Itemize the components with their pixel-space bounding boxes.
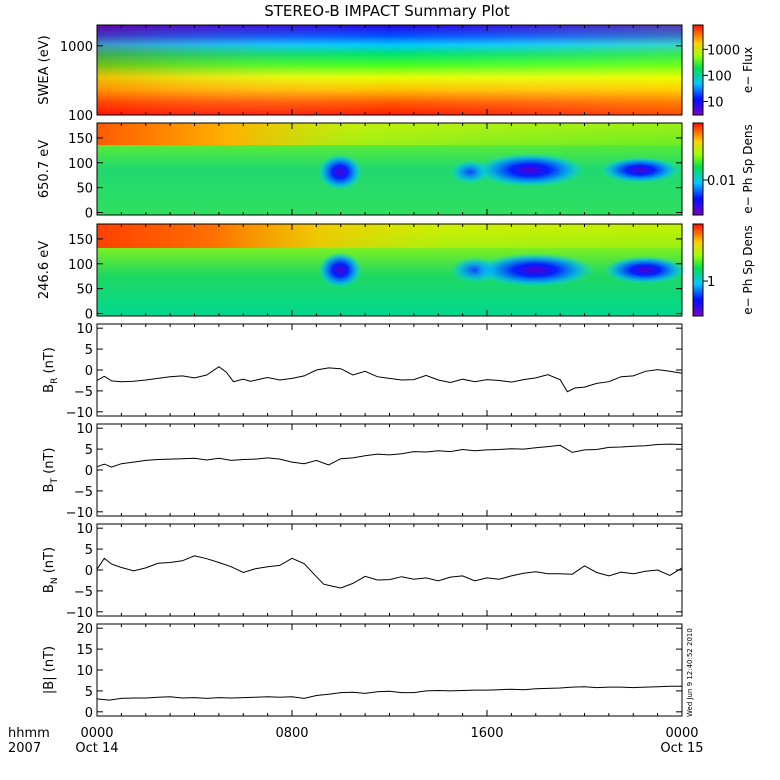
pad-650-dropout-4 xyxy=(600,157,680,183)
cbar0-label: e− Flux xyxy=(741,47,755,93)
line0-ytick-label-0: −10 xyxy=(66,406,93,421)
spec2-ytick-label-3: 150 xyxy=(68,233,93,248)
line0-ylabel-group: BR (nT) xyxy=(42,347,60,393)
line-panel-frame-0 xyxy=(96,323,683,417)
pad-650-dropout-1 xyxy=(318,154,362,190)
line2-ylabel-group: BN (nT) xyxy=(42,547,60,593)
cbar1-label: e− Ph Sp Dens xyxy=(741,124,755,213)
spec1-ytick-label-2: 100 xyxy=(68,157,93,172)
spec2-ytick-label-1: 50 xyxy=(76,283,93,298)
cbar2-label: e− Ph Sp Dens xyxy=(741,225,755,314)
spec2-ytick-label-2: 100 xyxy=(68,258,93,273)
line2-ylabel-unit: (nT) xyxy=(42,547,57,577)
line3-ylabel-group: |B| (nT) xyxy=(42,646,57,694)
line3-ytick-label-3: 15 xyxy=(76,643,93,658)
time-sublabel-0: Oct 14 xyxy=(75,741,118,756)
line2-ylabel-main: B xyxy=(42,584,57,593)
line1-ytick-label-1: −5 xyxy=(74,485,93,500)
line0-ytick-label-3: 5 xyxy=(85,343,93,358)
spec0-ytick-label-0: 100 xyxy=(68,109,93,124)
pad-246-dropout-4 xyxy=(603,256,687,284)
line3-ytick-label-1: 5 xyxy=(85,685,93,700)
line3-ylabel-unit: (nT) xyxy=(42,646,57,676)
time-label-1: 0800 xyxy=(275,726,308,741)
spec2-ytick-label-0: 0 xyxy=(85,308,93,323)
line1-ylabel: BT (nT) xyxy=(42,448,60,493)
line-panel-frame-2 xyxy=(96,523,683,617)
cbar2-tick-label-0: 1 xyxy=(707,275,715,290)
line0-ylabel-unit: (nT) xyxy=(42,347,57,377)
pad-650-dropout-3 xyxy=(475,153,585,187)
time-label-3: 0000 xyxy=(665,726,698,741)
pad-650-spectrogram-top-band xyxy=(97,123,682,145)
plot-title: STEREO-B IMPACT Summary Plot xyxy=(264,2,510,20)
spec1-ylabel: 650.7 eV xyxy=(37,140,52,198)
cbar0-tick-label-2: 1000 xyxy=(707,43,740,58)
line2-ytick-label-0: −10 xyxy=(66,606,93,621)
colorbar-0 xyxy=(692,24,704,116)
spec1-ytick-label-0: 0 xyxy=(85,207,93,222)
line-panel-frame-3 xyxy=(96,623,683,717)
line3-ytick-label-4: 20 xyxy=(76,622,93,637)
line3-ytick-label-0: 0 xyxy=(85,706,93,721)
line2-ytick-label-1: −5 xyxy=(74,585,93,600)
time-label-2: 1600 xyxy=(470,726,503,741)
line3-ylabel-main: |B| xyxy=(42,676,57,694)
line1-ytick-label-0: −10 xyxy=(66,506,93,521)
line2-ytick-label-3: 5 xyxy=(85,543,93,558)
line1-ylabel-sub: T xyxy=(50,478,60,485)
line1-ytick-label-3: 5 xyxy=(85,443,93,458)
line2-ytick-label-2: 0 xyxy=(85,564,93,579)
line2-ytick-label-4: 10 xyxy=(76,522,93,537)
colorbar-2 xyxy=(692,223,704,317)
line1-series-path xyxy=(96,443,683,468)
line1-ylabel-group: BT (nT) xyxy=(42,448,60,493)
line1-ylabel-unit: (nT) xyxy=(42,448,57,478)
time-label-0: 0000 xyxy=(80,726,113,741)
swea-spectrogram-shading xyxy=(97,25,682,115)
line3-ylabel: |B| (nT) xyxy=(42,646,57,694)
line0-ylabel-sub: R xyxy=(50,378,60,384)
pad-650-spectrogram-panel xyxy=(96,122,683,216)
spec0-ytick-label-1: 1000 xyxy=(60,40,93,55)
pad-246-spectrogram-panel xyxy=(96,223,687,317)
line2-ylabel: BN (nT) xyxy=(42,547,60,593)
cbar0-tick-label-0: 10 xyxy=(707,96,724,111)
spec1-ytick-label-3: 150 xyxy=(68,132,93,147)
pad-246-spectrogram-top-band xyxy=(97,224,682,248)
time-sublabel-3: Oct 15 xyxy=(660,741,703,756)
time-axis-corner-hhmm: hhmm xyxy=(8,726,50,741)
cbar1-tick-label-0: 0.01 xyxy=(707,174,736,189)
line0-ytick-label-1: −5 xyxy=(74,385,93,400)
line0-series-path xyxy=(96,366,683,393)
pad-246-dropout-3 xyxy=(475,253,595,287)
line1-ytick-label-4: 10 xyxy=(76,422,93,437)
cbar0-tick-label-1: 100 xyxy=(707,69,732,84)
colorbar-1 xyxy=(692,122,704,216)
line1-ylabel-main: B xyxy=(42,484,57,493)
line2-ylabel-sub: N xyxy=(50,577,60,584)
line-panel-frame-1 xyxy=(96,423,683,517)
line0-ylabel: BR (nT) xyxy=(42,347,60,393)
pad-246-dropout-1 xyxy=(318,252,362,288)
spec0-ylabel: SWEA (eV) xyxy=(37,35,52,104)
line0-ytick-label-4: 10 xyxy=(76,322,93,337)
spec1-ytick-label-1: 50 xyxy=(76,182,93,197)
swea-spectrogram-panel xyxy=(96,24,683,116)
timestamp-label: Wed Jun 9 12:40:52 2010 xyxy=(686,628,694,717)
line0-ytick-label-2: 0 xyxy=(85,364,93,379)
line2-series-path xyxy=(96,555,683,589)
line3-ytick-label-2: 10 xyxy=(76,664,93,679)
time-axis-corner-year: 2007 xyxy=(8,741,41,756)
line1-ytick-label-2: 0 xyxy=(85,464,93,479)
line0-ylabel-main: B xyxy=(42,384,57,393)
line3-series-path xyxy=(96,685,682,701)
spec2-ylabel: 246.6 eV xyxy=(37,241,52,299)
